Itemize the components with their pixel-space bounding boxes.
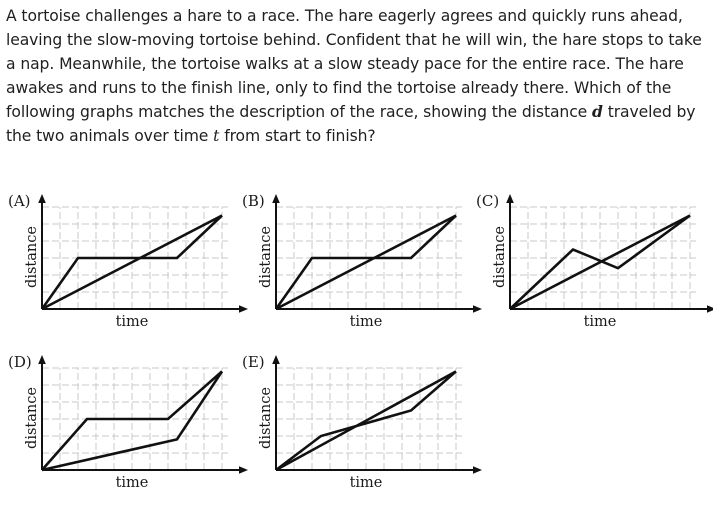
graph-label: (B)	[242, 192, 265, 210]
x-axis-label: time	[350, 475, 383, 491]
tortoise-line	[41, 370, 224, 472]
y-axis-arrow	[272, 355, 280, 364]
x-axis-label: time	[116, 475, 149, 491]
x-axis-label: time	[116, 314, 149, 330]
x-axis-arrow	[239, 466, 248, 474]
tortoise-line	[275, 214, 457, 311]
y-axis-label: distance	[258, 226, 274, 288]
hare-line	[40, 214, 223, 310]
x-axis-label: time	[584, 314, 617, 330]
hare-line	[41, 370, 223, 471]
y-axis-label: distance	[258, 387, 274, 449]
graph-label: (E)	[242, 353, 265, 371]
graph-a[interactable]: (A) time distance	[6, 188, 248, 334]
tortoise-line	[509, 214, 691, 311]
y-axis-arrow	[38, 194, 46, 203]
graph-b[interactable]: (B) time distance	[240, 188, 482, 334]
question-text: A tortoise challenges a hare to a race. …	[6, 4, 706, 149]
graph-e[interactable]: (E) time distance	[240, 349, 482, 495]
graph-c[interactable]: (C) time distance	[474, 188, 713, 334]
graph-label: (A)	[8, 192, 31, 210]
variable-d: d	[592, 102, 603, 122]
y-axis-label: distance	[492, 226, 508, 288]
question-part-1: A tortoise challenges a hare to a race. …	[6, 7, 702, 122]
variable-t: t	[213, 127, 220, 146]
y-axis-arrow	[38, 355, 46, 364]
y-axis-label: distance	[24, 387, 40, 449]
x-axis-arrow	[707, 305, 713, 313]
question-part-3: from start to finish?	[219, 127, 376, 146]
hare-line	[509, 214, 691, 310]
y-axis-arrow	[506, 194, 514, 203]
graph-label: (D)	[8, 353, 32, 371]
x-axis-label: time	[350, 314, 383, 330]
y-axis-arrow	[272, 194, 280, 203]
graph-label: (C)	[476, 192, 499, 210]
hare-line	[274, 214, 457, 310]
y-axis-label: distance	[24, 226, 40, 288]
grid	[276, 206, 462, 309]
x-axis-arrow	[239, 305, 248, 313]
grid	[42, 367, 228, 470]
hare-line	[275, 370, 457, 472]
graph-d[interactable]: (D) time distance	[6, 349, 248, 495]
x-axis-arrow	[473, 305, 482, 313]
tortoise-line	[275, 370, 457, 472]
question-part-2: traveled by the two animals over time	[6, 103, 696, 146]
x-axis-arrow	[473, 466, 482, 474]
tortoise-line	[41, 214, 223, 311]
